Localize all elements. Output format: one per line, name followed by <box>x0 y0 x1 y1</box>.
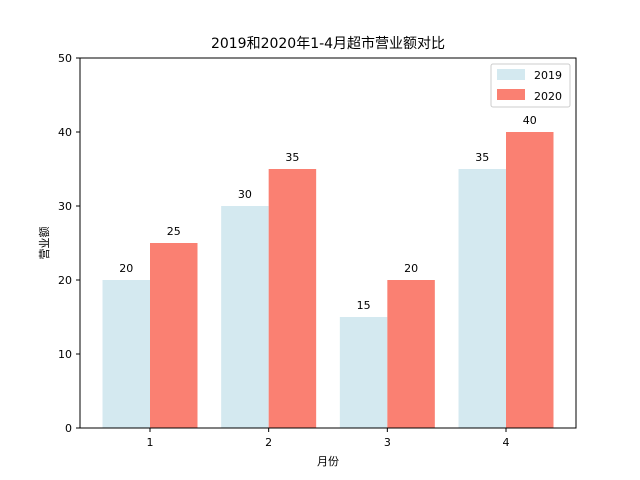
y-axis-ticks: 0 10 20 30 40 50 <box>58 52 80 435</box>
data-label-2019-1: 20 <box>119 262 133 275</box>
data-label-2020-2: 35 <box>285 151 299 164</box>
data-labels-layer: 20 30 15 35 25 35 20 40 <box>119 114 537 312</box>
y-axis-label: 营业额 <box>37 227 51 260</box>
data-label-2019-2: 30 <box>238 188 252 201</box>
bar-2019-3 <box>339 317 388 428</box>
legend-swatch-2019 <box>497 69 525 80</box>
x-tick-label: 2 <box>265 436 272 449</box>
bar-2020-1 <box>150 243 198 428</box>
x-axis-label: 月份 <box>317 455 339 468</box>
data-label-2020-3: 20 <box>404 262 418 275</box>
x-axis-ticks: 1 2 3 4 <box>147 428 510 449</box>
x-tick-label: 4 <box>503 436 510 449</box>
legend: 2019 2020 <box>490 63 571 108</box>
x-tick-label: 3 <box>384 436 391 449</box>
legend-swatch-2020 <box>497 89 525 100</box>
y-tick-label: 20 <box>58 274 72 287</box>
bar-2019-1 <box>102 280 150 428</box>
plot-area-frame <box>79 57 577 429</box>
bar-2019-2 <box>221 206 269 428</box>
bar-2020-4 <box>506 132 554 428</box>
data-label-2020-1: 25 <box>167 225 181 238</box>
data-label-2020-4: 40 <box>523 114 537 127</box>
bar-2020-3 <box>387 280 435 428</box>
data-label-2019-4: 35 <box>475 151 489 164</box>
legend-label-2020: 2020 <box>534 90 562 103</box>
chart-title: 2019和2020年1-4月超市营业额对比 <box>211 35 445 52</box>
data-label-2019-3: 15 <box>357 299 371 312</box>
y-tick-label: 10 <box>58 348 72 361</box>
bars-layer <box>102 132 554 428</box>
y-tick-label: 40 <box>58 126 72 139</box>
bar-2019-4 <box>458 169 506 428</box>
y-tick-label: 30 <box>58 200 72 213</box>
legend-label-2019: 2019 <box>534 69 562 82</box>
y-tick-label: 0 <box>65 422 72 435</box>
y-tick-label: 50 <box>58 52 72 65</box>
bar-2020-2 <box>268 169 317 428</box>
x-tick-label: 1 <box>147 436 154 449</box>
